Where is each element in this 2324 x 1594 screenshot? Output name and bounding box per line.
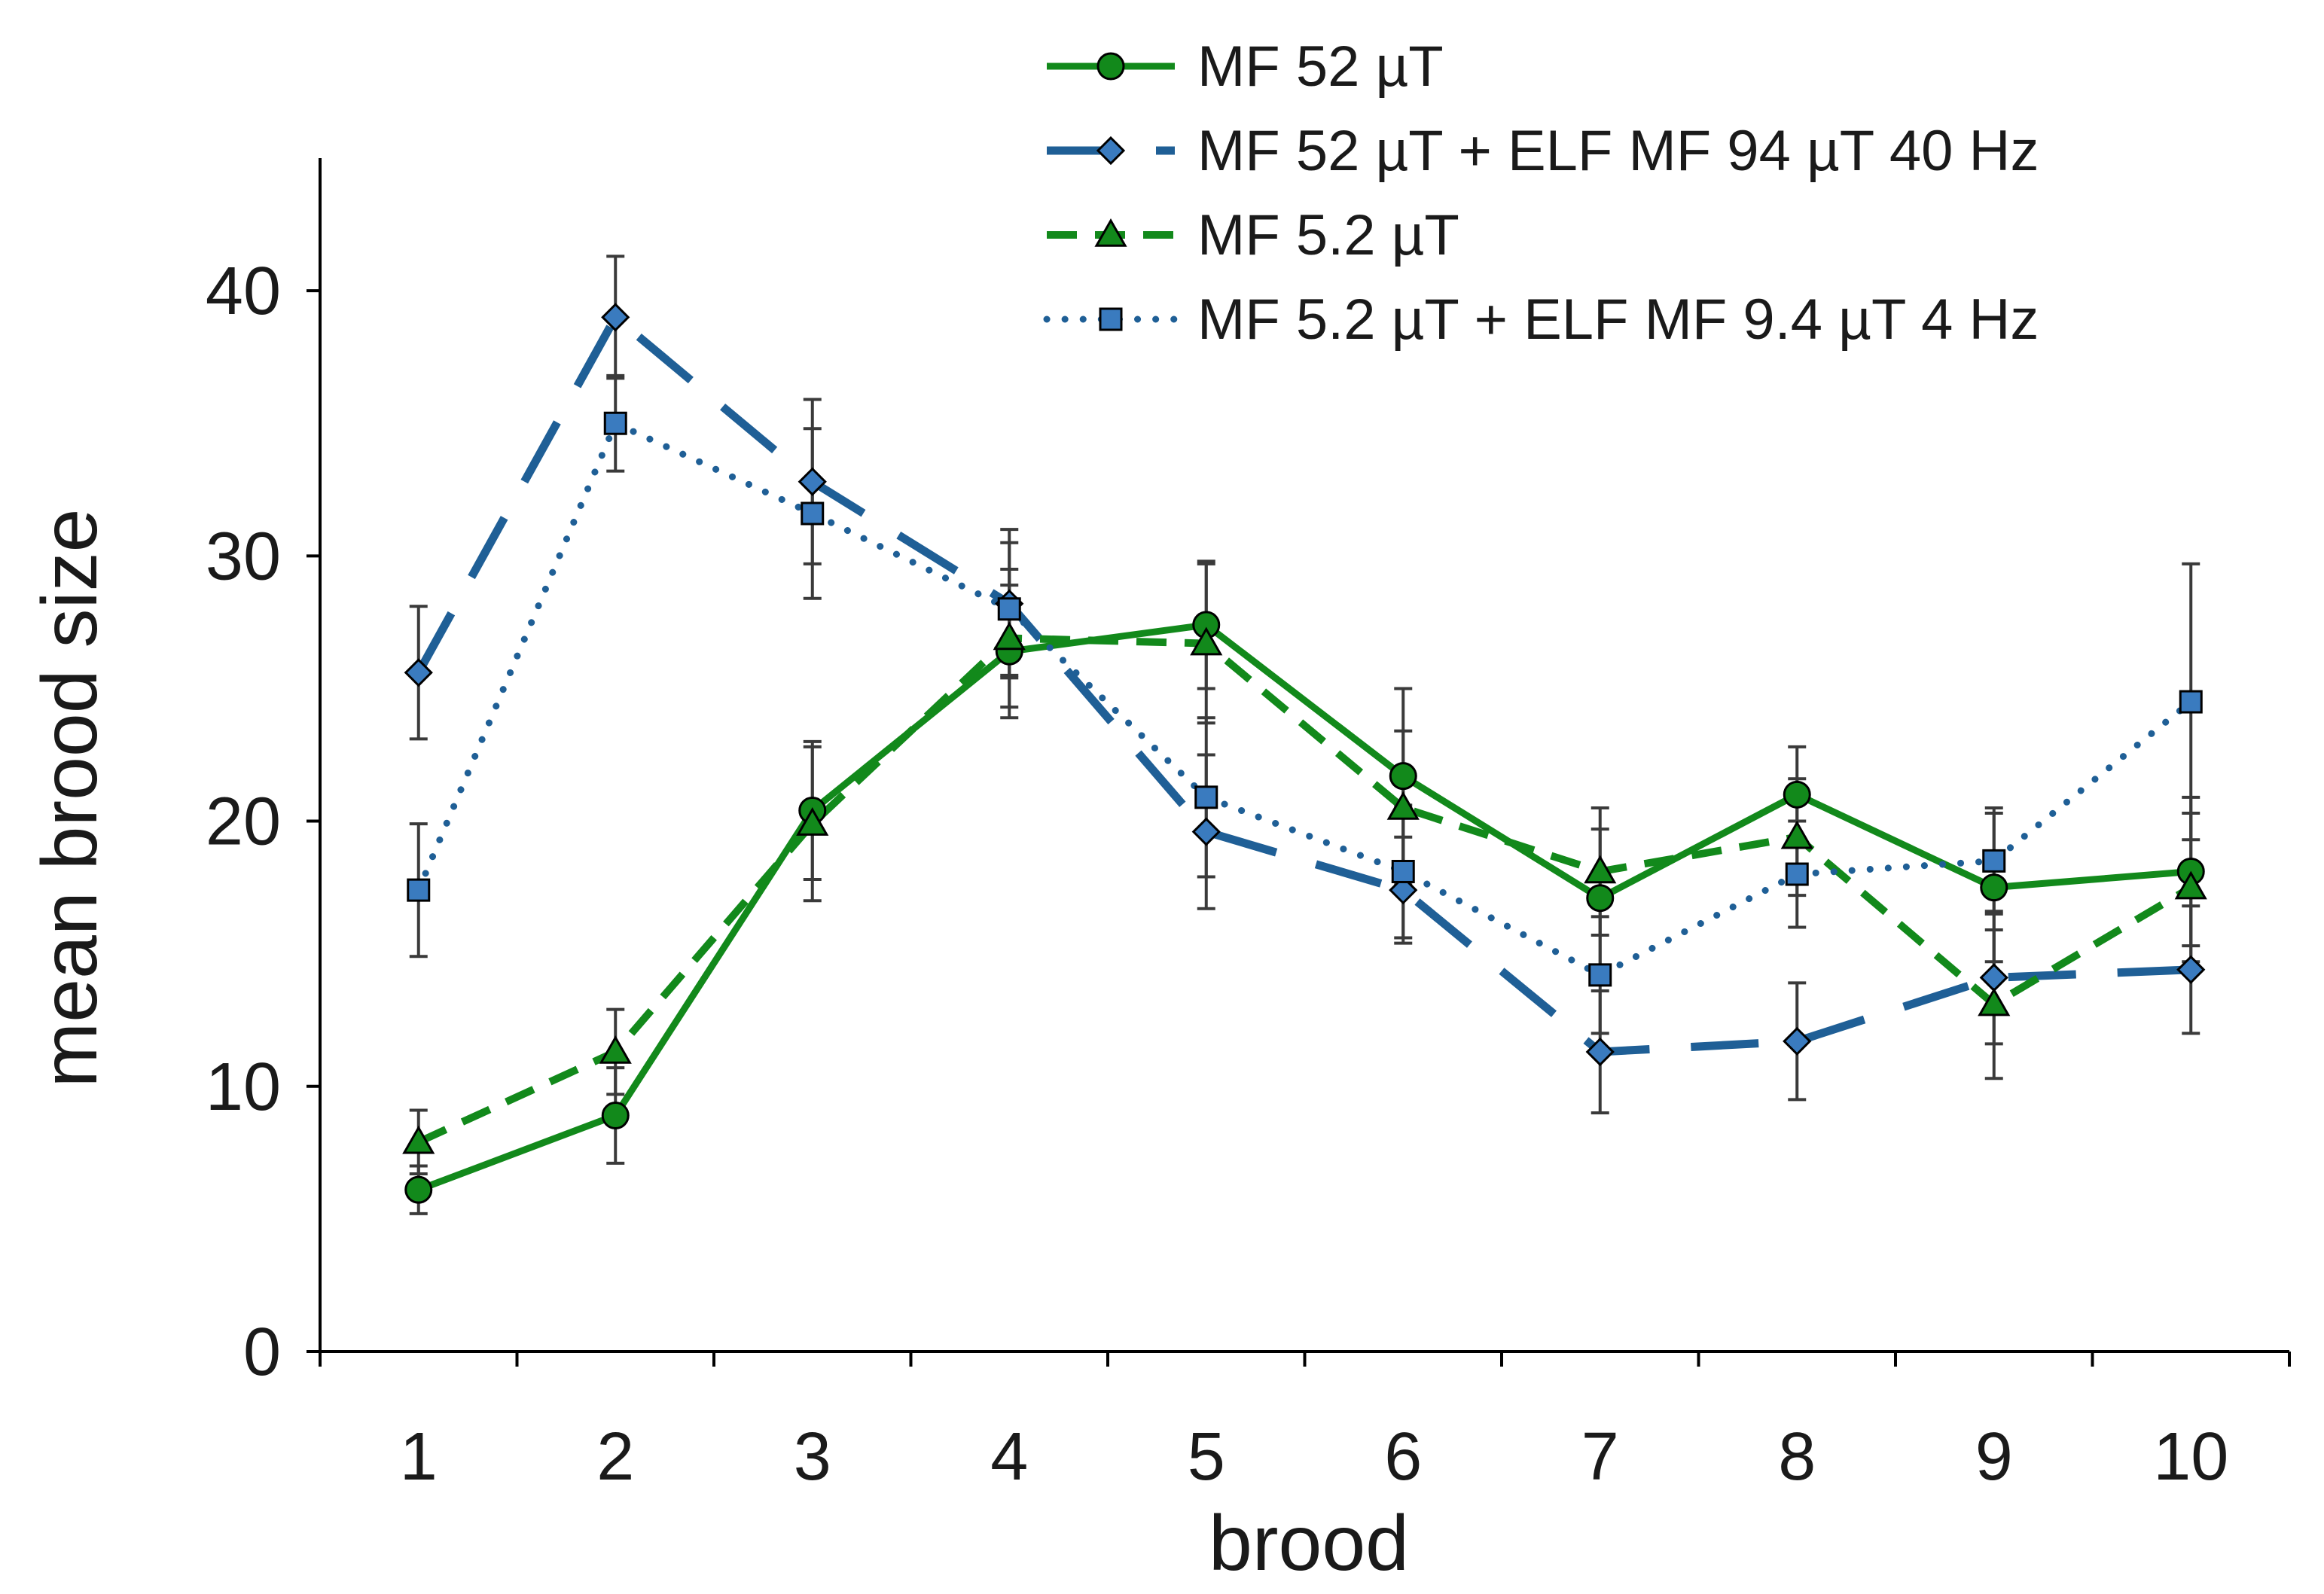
data-point-series-4 <box>801 501 825 526</box>
x-tick-label: 1 <box>400 1419 438 1495</box>
data-point-series-3 <box>599 1035 632 1064</box>
data-point-series-1 <box>1586 884 1615 913</box>
data-point-series-4 <box>997 597 1021 621</box>
legend-marker-1 <box>1096 52 1125 81</box>
data-point-series-1 <box>1783 780 1811 809</box>
data-point-series-3 <box>1386 791 1420 820</box>
legend-marker-2 <box>1096 136 1126 166</box>
x-tick-label: 5 <box>1188 1419 1225 1495</box>
y-tick-label: 30 <box>206 519 281 594</box>
data-point-series-1 <box>1980 873 2008 902</box>
data-point-series-2 <box>1783 1026 1812 1056</box>
legend-label-2: MF 52 µT + ELF MF 94 µT 40 Hz <box>1197 119 2039 183</box>
y-axis-title: mean brood size <box>26 509 114 1088</box>
x-tick-label: 2 <box>596 1419 634 1495</box>
data-point-series-2 <box>1191 817 1221 846</box>
y-tick-label: 0 <box>243 1315 281 1390</box>
data-point-series-4 <box>1194 785 1218 809</box>
data-point-series-4 <box>1785 862 1809 886</box>
data-point-series-3 <box>796 807 829 836</box>
series-lines <box>414 312 2194 1193</box>
data-point-series-2 <box>404 658 433 687</box>
data-point-series-3 <box>2174 870 2207 900</box>
y-tick-label: 40 <box>206 254 281 329</box>
data-point-series-2 <box>601 303 630 332</box>
data-point-series-1 <box>404 1175 433 1204</box>
data-point-series-3 <box>1780 820 1813 849</box>
data-point-series-2 <box>2176 955 2206 984</box>
data-point-series-2 <box>798 467 827 496</box>
data-point-series-4 <box>1588 963 1612 987</box>
x-axis-title: brood <box>1209 1500 1409 1587</box>
data-point-series-4 <box>1391 859 1415 883</box>
x-tick-label: 3 <box>794 1419 831 1495</box>
legend-label-1: MF 52 µT <box>1197 35 1444 99</box>
x-axis-ticks: 1 2 3 4 5 6 7 8 9 10 <box>319 1352 2291 1495</box>
data-point-series-2 <box>1979 963 2008 992</box>
data-point-series-3 <box>1190 626 1223 656</box>
x-tick-label: 4 <box>990 1419 1028 1495</box>
x-tick-label: 7 <box>1581 1419 1619 1495</box>
y-tick-label: 20 <box>206 785 281 860</box>
data-point-series-2 <box>1585 1037 1615 1067</box>
series-markers <box>402 303 2207 1204</box>
y-axis-ticks: 0 10 20 30 40 <box>206 254 320 1390</box>
data-point-series-4 <box>2179 690 2203 714</box>
data-point-series-4 <box>603 411 627 435</box>
data-point-series-3 <box>1978 987 2011 1016</box>
x-tick-label: 10 <box>2153 1419 2228 1495</box>
data-point-series-2 <box>1389 876 1418 905</box>
x-tick-label: 9 <box>1975 1419 2013 1495</box>
data-point-series-1 <box>601 1102 630 1130</box>
data-point-series-3 <box>1584 855 1617 884</box>
series-line-1 <box>417 621 2191 1193</box>
series-line-4 <box>415 419 2194 979</box>
legend-marker-3 <box>1094 218 1127 247</box>
legend-label-4: MF 5.2 µT + ELF MF 9.4 µT 4 Hz <box>1197 288 2039 352</box>
x-tick-label: 6 <box>1384 1419 1422 1495</box>
data-point-series-4 <box>1982 849 2006 873</box>
series-line-2 <box>414 312 2191 1056</box>
legend: MF 52 µT MF 52 µT + ELF MF 94 µT 40 Hz MF … <box>1043 35 2039 352</box>
data-point-series-1 <box>1389 762 1417 791</box>
x-tick-label: 8 <box>1778 1419 1816 1495</box>
legend-marker-4 <box>1099 307 1123 331</box>
series-line-3 <box>416 634 2193 1146</box>
data-point-series-4 <box>407 878 431 902</box>
legend-label-3: MF 5.2 µT <box>1197 203 1459 267</box>
data-point-series-3 <box>993 621 1026 651</box>
y-tick-label: 10 <box>206 1050 281 1125</box>
error-bars <box>409 254 2200 1215</box>
data-point-series-3 <box>402 1125 435 1154</box>
